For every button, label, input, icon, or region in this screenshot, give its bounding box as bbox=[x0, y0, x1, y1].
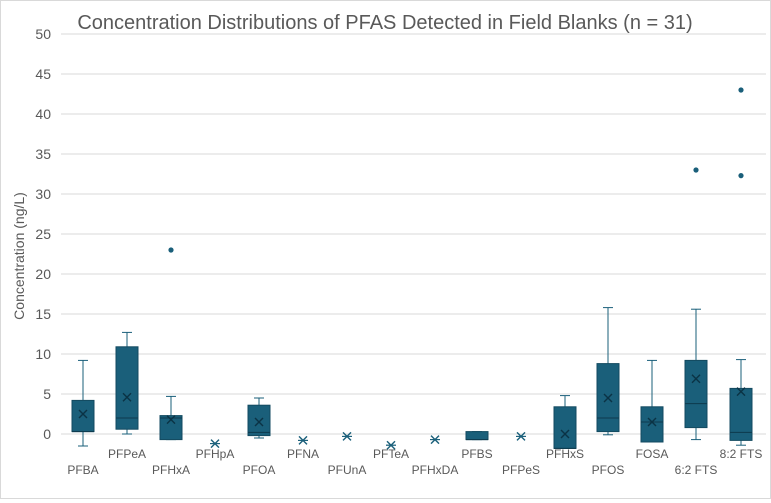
iqr-box bbox=[553, 406, 577, 449]
box-6-2-fts bbox=[684, 167, 708, 441]
box-pfuna bbox=[342, 431, 352, 441]
x-tick-label: PFHxA bbox=[152, 463, 190, 477]
iqr-box bbox=[729, 387, 753, 441]
x-tick-label: PFPeS bbox=[502, 463, 540, 477]
outlier-point bbox=[738, 87, 744, 93]
x-tick-label: PFOS bbox=[592, 463, 625, 477]
y-tick-labels: 0 5 10 15 20 25 30 35 40 45 50 bbox=[35, 26, 51, 442]
y-tick-label: 15 bbox=[35, 306, 51, 322]
mean-marker bbox=[736, 387, 746, 397]
y-tick-label: 0 bbox=[43, 426, 51, 442]
outlier-point bbox=[738, 173, 744, 179]
x-tick-label: PFTeA bbox=[373, 447, 409, 461]
x-tick-label: PFPeA bbox=[108, 447, 146, 461]
gridlines bbox=[61, 33, 766, 435]
mean-marker bbox=[516, 431, 526, 441]
box-pfba bbox=[71, 359, 95, 447]
mean-marker bbox=[166, 415, 176, 425]
y-tick-label: 45 bbox=[35, 66, 51, 82]
mean-marker-stroke bbox=[342, 431, 352, 441]
mean-marker-stroke bbox=[78, 409, 88, 419]
mean-marker bbox=[122, 392, 132, 402]
y-tick-label: 20 bbox=[35, 266, 51, 282]
mean-marker-stroke bbox=[560, 429, 570, 439]
iqr-box bbox=[465, 431, 489, 441]
mean-marker-stroke bbox=[647, 417, 657, 427]
box-pfhxda bbox=[430, 435, 440, 445]
iqr-box bbox=[247, 404, 271, 437]
iqr-box bbox=[115, 346, 139, 430]
mean-marker bbox=[78, 409, 88, 419]
mean-marker-stroke bbox=[516, 431, 526, 441]
iqr-box bbox=[159, 415, 183, 441]
x-tick-label: FOSA bbox=[636, 447, 669, 461]
box-pfhxa bbox=[159, 247, 183, 441]
box-pfbs bbox=[465, 431, 489, 441]
mean-marker-stroke bbox=[166, 415, 176, 425]
box-pfpes bbox=[516, 431, 526, 441]
mean-marker-stroke bbox=[603, 393, 613, 403]
box-pfos bbox=[596, 307, 620, 436]
iqr-box bbox=[640, 406, 664, 443]
iqr-box bbox=[684, 359, 708, 429]
mean-marker-stroke bbox=[254, 417, 264, 427]
chart-title: Concentration Distributions of PFAS Dete… bbox=[77, 12, 692, 34]
mean-marker-stroke bbox=[430, 435, 440, 445]
mean-marker-stroke bbox=[736, 387, 746, 397]
mean-marker-stroke bbox=[386, 440, 396, 450]
box-pfhpa bbox=[210, 439, 220, 449]
mean-marker bbox=[386, 440, 396, 450]
x-tick-label: PFNA bbox=[287, 447, 319, 461]
x-tick-label: PFHxS bbox=[546, 447, 584, 461]
y-tick-label: 10 bbox=[35, 346, 51, 362]
box-series bbox=[71, 87, 753, 450]
y-tick-label: 35 bbox=[35, 146, 51, 162]
mean-marker bbox=[342, 431, 352, 441]
box-pfoa bbox=[247, 397, 271, 439]
mean-marker-stroke bbox=[122, 392, 132, 402]
x-tick-label: PFUnA bbox=[328, 463, 367, 477]
box-pfna bbox=[298, 435, 308, 445]
mean-marker bbox=[560, 429, 570, 439]
x-tick-label: PFHxDA bbox=[412, 463, 459, 477]
y-tick-label: 50 bbox=[35, 26, 51, 42]
mean-marker bbox=[210, 439, 220, 449]
x-tick-label: PFBA bbox=[67, 463, 98, 477]
y-tick-label: 25 bbox=[35, 226, 51, 242]
x-tick-labels: PFBAPFPeAPFHxAPFHpAPFOAPFNAPFUnAPFTeAPFH… bbox=[67, 447, 762, 477]
mean-marker bbox=[603, 393, 613, 403]
y-tick-label: 5 bbox=[43, 386, 51, 402]
mean-marker bbox=[430, 435, 440, 445]
mean-marker bbox=[691, 374, 701, 384]
mean-marker bbox=[647, 417, 657, 427]
y-axis-label: Concentration (ng/L) bbox=[11, 192, 27, 320]
iqr-box bbox=[71, 399, 95, 433]
box-pfpea bbox=[115, 331, 139, 435]
box-8-2-fts bbox=[729, 87, 753, 446]
x-tick-label: 8:2 FTS bbox=[720, 447, 763, 461]
x-tick-label: PFBS bbox=[461, 447, 492, 461]
box-pftea bbox=[386, 440, 396, 450]
x-tick-label: PFHpA bbox=[196, 447, 235, 461]
x-tick-label: 6:2 FTS bbox=[675, 463, 718, 477]
outlier-point bbox=[693, 167, 699, 173]
mean-marker-stroke bbox=[691, 374, 701, 384]
mean-marker-stroke bbox=[298, 435, 308, 445]
mean-marker bbox=[298, 435, 308, 445]
box-pfhxs bbox=[553, 395, 577, 449]
x-tick-label: PFOA bbox=[243, 463, 276, 477]
y-tick-label: 40 bbox=[35, 106, 51, 122]
outlier-point bbox=[168, 247, 174, 253]
box-fosa bbox=[640, 359, 664, 443]
mean-marker bbox=[254, 417, 264, 427]
mean-marker-stroke bbox=[210, 439, 220, 449]
y-tick-label: 30 bbox=[35, 186, 51, 202]
